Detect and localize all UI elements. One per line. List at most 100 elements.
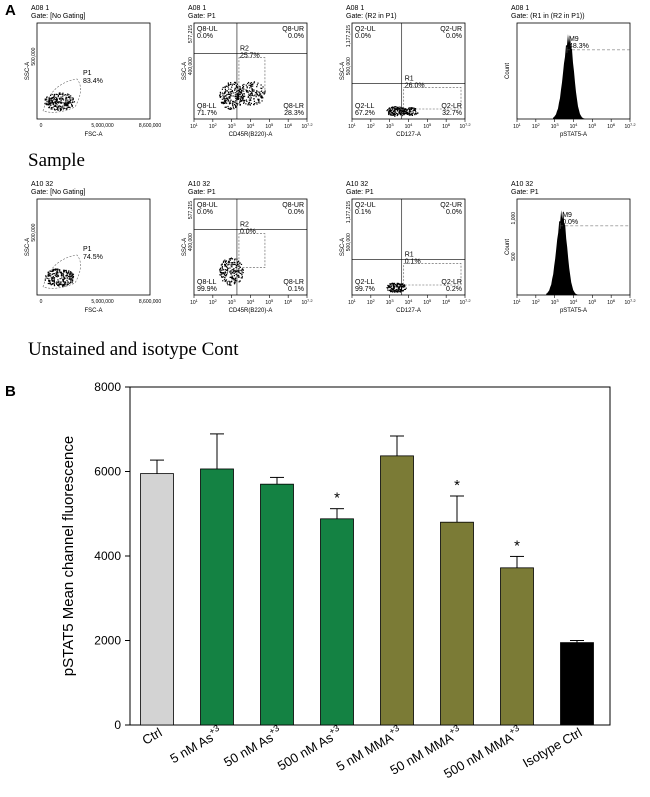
flow-sample-id: A08 1 [188,5,206,12]
region-percent: 25.7% [240,53,260,60]
gate-outline [42,78,81,113]
quadrant-percent: 0.0% [355,33,371,40]
bar [560,642,594,726]
y-tick-label: 6000 [94,465,121,479]
flow-gate-label: Gate: P1 [188,189,216,196]
flow-x-label: pSTAT5-A [560,132,587,138]
y-tick-label: 0 [114,718,121,732]
flow-plot-r1-p0: A10 32 Gate: [No Gating] FSC-A SSC-A 0 5,000,… [25,180,161,314]
flow-y-label: Count [505,239,511,255]
flow-x-tick: 0 [40,299,43,305]
bar [140,473,174,726]
quadrant-percent: 0.0% [197,33,213,40]
panel-a-letter: A [5,2,16,19]
log-tick-label: 101 [190,298,199,306]
flow-x-label: FSC-A [85,308,103,314]
log-tick-label: 104 [405,298,414,306]
flow-y-tick: 500 [511,252,517,261]
log-tick-label: 105 [423,298,432,306]
quadrant-name: Q8-UL [197,202,218,209]
flow-x-tick: 5,000,000 [91,123,113,129]
quadrant-percent: 99.7% [355,286,375,293]
log-tick-label: 105 [588,298,597,306]
y-tick-label: 4000 [94,549,121,563]
category-label: 50 nM As+3 [220,723,284,770]
marker-name: M9 [569,36,579,43]
log-tick-label: 106 [442,122,451,130]
flow-gate-label: Gate: P1 [346,189,374,196]
log-tick-label: 103 [386,298,395,306]
log-tick-label: 104 [247,122,256,130]
flow-x-label: pSTAT5-A [560,308,587,314]
flow-y-label: SSC-A [182,62,188,80]
log-tick-label: 106 [284,122,293,130]
quadrant-name: Q2-LL [355,103,375,110]
bar [200,468,234,726]
quadrant-percent: 67.2% [355,110,375,117]
quadrant-name: Q8-LL [197,279,217,286]
quadrant-name: Q8-UR [282,26,304,33]
flow-y-label: SSC-A [340,238,346,256]
bar [500,567,534,726]
histogram-peak [546,210,579,295]
flow-plot-r0-p3: A08 1 Gate: (R1 in (R2 in P1)) pSTAT5-A Cou… [505,4,636,138]
flow-sample-id: A10 32 [188,181,210,188]
region-name: R2 [240,46,249,53]
flow-plot-frame [516,198,631,296]
log-tick-label: 105 [265,298,274,306]
log-tick-label: 106 [607,122,616,130]
flow-gate-label: Gate: [No Gating] [31,189,86,196]
flow-x-tick: 8,600,000 [139,299,161,305]
log-tick-label: 102 [532,122,541,130]
log-tick-label: 107.2 [459,122,471,130]
flow-plot-frame [36,198,151,296]
gate-percent: 83.4% [83,78,103,85]
flow-y-tick: 400,000 [188,233,194,251]
log-tick-label: 104 [247,298,256,306]
category-label: Isotype Ctrl [520,725,585,771]
flow-gate-label: Gate: (R1 in (R2 in P1)) [511,13,585,20]
log-tick-label: 104 [570,122,579,130]
region-gate [403,263,462,286]
flow-plot-r1-p1: A10 32 Gate: P1 CD45R(B220)-A SSC-A 101 102 10… [182,180,313,314]
log-tick-label: 103 [228,298,237,306]
significance-marker: * [454,477,460,494]
log-tick-label: 107.2 [301,122,313,130]
log-tick-label: 102 [532,298,541,306]
log-tick-label: 105 [423,122,432,130]
quadrant-name: Q8-UL [197,26,218,33]
panel-b-letter: B [5,383,16,400]
flow-plot-r0-p0: A08 1 Gate: [No Gating] FSC-A SSC-A 0 5,000,0… [25,4,161,138]
log-tick-label: 105 [588,122,597,130]
significance-marker: * [334,490,340,507]
marker-percent: 0.0% [562,219,578,226]
quadrant-percent: 0.1% [288,286,304,293]
log-tick-label: 106 [442,298,451,306]
quadrant-percent: 0.0% [446,209,462,216]
category-label: Ctrl [139,725,164,748]
flow-y-label: SSC-A [340,62,346,80]
flow-sample-id: A08 1 [31,5,49,12]
marker-name: M9 [562,212,572,219]
flow-gate-label: Gate: P1 [511,189,539,196]
log-tick-label: 107.2 [459,298,471,306]
flow-plot-r0-p2: A08 1 Gate: (R2 in P1) CD127-A SSC-A 101 102 1… [340,4,471,138]
flow-y-tick: 500,000 [31,223,37,241]
quadrant-name: Q2-UR [440,26,462,33]
flow-sample-id: A10 32 [346,181,368,188]
log-tick-label: 103 [551,298,560,306]
flow-gate-label: Gate: (R2 in P1) [346,13,397,20]
region-name: R1 [405,75,414,82]
quadrant-percent: 71.7% [197,110,217,117]
quadrant-percent: 0.0% [197,209,213,216]
quadrant-name: Q8-LL [197,103,217,110]
flow-x-label: CD45R(B220)-A [229,308,273,314]
row-label-sample: Sample [28,150,85,171]
flow-plot-r1-p3: A10 32 Gate: P1 pSTAT5-A Count 101 102 103 104 1… [505,180,636,314]
log-tick-label: 107.2 [624,298,636,306]
log-tick-label: 102 [209,122,218,130]
quadrant-name: Q2-LL [355,279,375,286]
flow-y-tick: 500,000 [346,233,352,251]
log-tick-label: 101 [348,122,357,130]
quadrant-name: Q2-UR [440,202,462,209]
